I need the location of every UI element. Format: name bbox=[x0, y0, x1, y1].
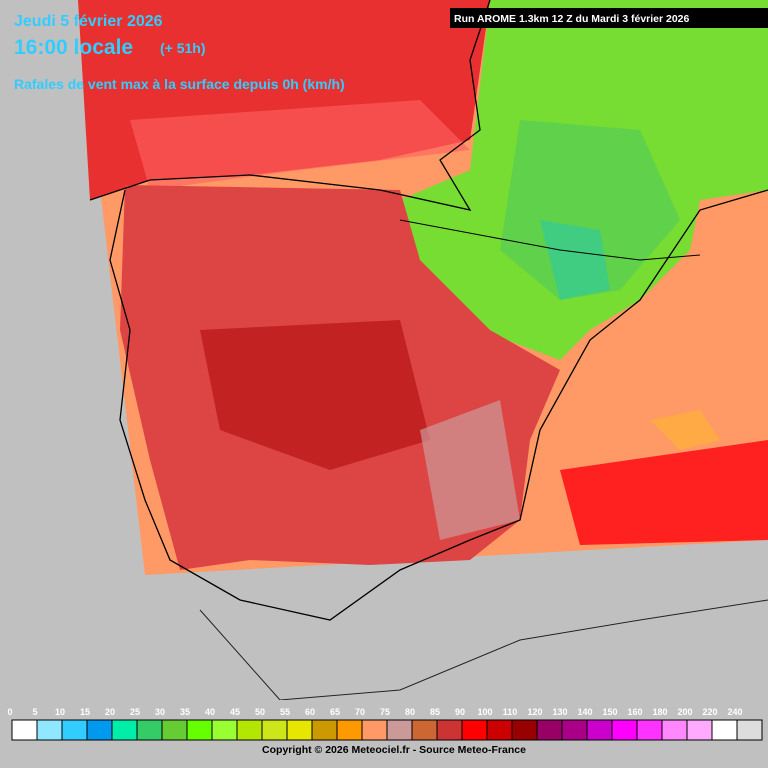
legend-swatch bbox=[236, 719, 263, 741]
legend-label: 50 bbox=[255, 707, 265, 717]
legend-swatch bbox=[311, 719, 338, 741]
legend-label: 220 bbox=[702, 707, 717, 717]
copyright: Copyright © 2026 Meteociel.fr - Source M… bbox=[262, 744, 526, 756]
legend-swatch bbox=[186, 719, 213, 741]
legend-swatch bbox=[386, 719, 413, 741]
legend-swatch bbox=[86, 719, 113, 741]
legend-swatch bbox=[661, 719, 688, 741]
legend-swatch bbox=[561, 719, 588, 741]
legend-label: 55 bbox=[280, 707, 290, 717]
iberia-south bbox=[420, 400, 520, 540]
legend-swatch bbox=[261, 719, 288, 741]
legend-swatch bbox=[686, 719, 713, 741]
legend-swatch bbox=[711, 719, 738, 741]
legend-swatch bbox=[361, 719, 388, 741]
legend-swatch bbox=[11, 719, 38, 741]
parameter-title: Rafales de vent max à la surface depuis … bbox=[14, 76, 345, 92]
legend-swatch bbox=[161, 719, 188, 741]
legend-label: 200 bbox=[677, 707, 692, 717]
legend-label: 15 bbox=[80, 707, 90, 717]
legend-label: 35 bbox=[180, 707, 190, 717]
legend-swatch bbox=[111, 719, 138, 741]
legend-label: 85 bbox=[430, 707, 440, 717]
forecast-date: Jeudi 5 février 2026 bbox=[14, 13, 163, 30]
legend-label: 45 bbox=[230, 707, 240, 717]
run-info: Run AROME 1.3km 12 Z du Mardi 3 février … bbox=[454, 13, 690, 25]
legend-swatch bbox=[586, 719, 613, 741]
legend-label: 100 bbox=[477, 707, 492, 717]
legend-label: 10 bbox=[55, 707, 65, 717]
coastline-north bbox=[89, 0, 491, 211]
legend-swatch bbox=[61, 719, 88, 741]
france-inland bbox=[500, 120, 680, 300]
legend-swatch bbox=[536, 719, 563, 741]
legend-label: 70 bbox=[355, 707, 365, 717]
legend-swatch bbox=[136, 719, 163, 741]
legend-label: 160 bbox=[627, 707, 642, 717]
legend-label: 240 bbox=[727, 707, 742, 717]
legend-label: 0 bbox=[7, 707, 12, 717]
legend-label: 140 bbox=[577, 707, 592, 717]
massif-central bbox=[540, 220, 610, 300]
legend-label: 80 bbox=[405, 707, 415, 717]
legend-label: 110 bbox=[503, 707, 518, 717]
legend-label: 65 bbox=[330, 707, 340, 717]
legend-label: 5 bbox=[32, 707, 37, 717]
legend-swatch bbox=[461, 719, 488, 741]
pyrenees-border bbox=[399, 219, 701, 261]
legend-label: 60 bbox=[305, 707, 315, 717]
legend-label: 30 bbox=[155, 707, 165, 717]
legend-swatch bbox=[411, 719, 438, 741]
legend: 0 5 10 15 20 25 30 35 40 45 50 55 60 65 70 75 80 85 90 100 1… bbox=[7, 707, 763, 741]
legend-label: 25 bbox=[130, 707, 140, 717]
legend-swatch bbox=[211, 719, 238, 741]
legend-label: 130 bbox=[552, 707, 567, 717]
legend-swatch bbox=[736, 719, 763, 741]
legend-swatch bbox=[436, 719, 463, 741]
forecast-time: 16:00 locale bbox=[14, 36, 133, 59]
north-africa-coast bbox=[199, 599, 768, 701]
legend-label: 40 bbox=[205, 707, 215, 717]
iberia-strong-core bbox=[200, 320, 430, 470]
legend-swatch bbox=[36, 719, 63, 741]
legend-swatch bbox=[286, 719, 313, 741]
legend-label: 90 bbox=[455, 707, 465, 717]
legend-swatch bbox=[511, 719, 538, 741]
atlantic-band bbox=[130, 100, 470, 190]
legend-label: 20 bbox=[105, 707, 115, 717]
legend-label: 120 bbox=[527, 707, 542, 717]
legend-swatch bbox=[611, 719, 638, 741]
legend-swatch bbox=[636, 719, 663, 741]
coastline-south bbox=[109, 189, 768, 621]
legend-label: 180 bbox=[652, 707, 667, 717]
balearic bbox=[650, 410, 720, 450]
lead-time: (+ 51h) bbox=[160, 40, 206, 56]
run-banner bbox=[450, 8, 768, 28]
legend-label: 75 bbox=[380, 707, 390, 717]
legend-label: 150 bbox=[602, 707, 617, 717]
legend-swatch bbox=[336, 719, 363, 741]
med-strong-wind bbox=[560, 440, 768, 545]
legend-swatch bbox=[486, 719, 513, 741]
